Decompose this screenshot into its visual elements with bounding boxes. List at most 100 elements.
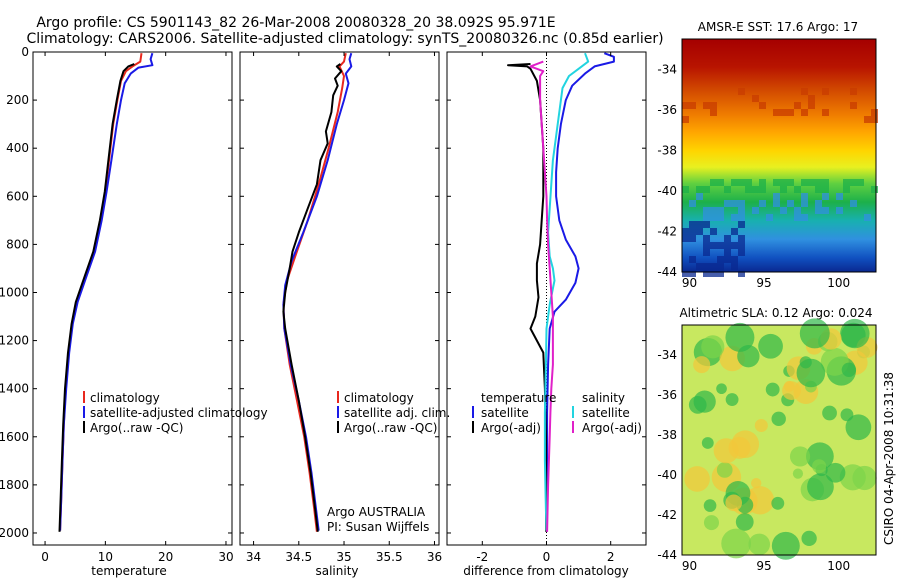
- sla-texture-blob: [792, 468, 804, 479]
- sst-texture-cell: [738, 214, 745, 221]
- sst-texture-cell: [815, 186, 822, 193]
- sst-texture-cell: [843, 186, 850, 193]
- temperature-legend: climatology satellite-adjusted climatolo…: [83, 391, 268, 435]
- salinity-series-layer: [282, 52, 353, 532]
- sst-texture-cell: [808, 102, 815, 109]
- sst-texture-cell: [710, 263, 717, 270]
- sst-texture-cell: [871, 109, 878, 116]
- salinity-line-satellite-adj-clim: [282, 52, 353, 531]
- sst-texture-cell: [822, 109, 829, 116]
- sst-texture-cell: [703, 242, 710, 249]
- sst-texture-cell: [682, 235, 689, 242]
- sla-texture-blob: [799, 356, 812, 369]
- legend-label-sal-argo: Argo(-adj): [582, 421, 642, 435]
- sla-texture-blob: [754, 419, 768, 433]
- sst-texture-cell: [801, 214, 808, 221]
- sst-texture-cell: [871, 116, 878, 123]
- sst-texture-cell: [843, 179, 850, 186]
- sst-texture-cell: [710, 207, 717, 214]
- sst-map-field: [682, 39, 876, 272]
- sst-texture-cell: [822, 186, 829, 193]
- sst-texture-cell: [836, 193, 843, 200]
- sla-texture-blob: [822, 405, 837, 421]
- sst-texture-cell: [787, 200, 794, 207]
- sst-texture-cell: [689, 235, 696, 242]
- sla-texture-blob: [716, 383, 727, 395]
- sla-texture-blob: [782, 381, 801, 401]
- legend-swatch-satellite-adjusted: [83, 406, 85, 418]
- sst-ytick-label: -44: [657, 265, 677, 279]
- temperature-xtick-label: 0: [41, 550, 49, 564]
- sst-texture-cell: [710, 102, 717, 109]
- legend-title-salinity: salinity: [582, 391, 625, 405]
- legend-swatch-sal-argo: [572, 421, 574, 433]
- sst-texture-cell: [801, 193, 808, 200]
- sst-texture-cell: [710, 270, 717, 277]
- sst-texture-cell: [738, 207, 745, 214]
- sst-map-texture: [682, 88, 878, 277]
- sla-map: [681, 318, 878, 560]
- sst-texture-cell: [801, 179, 808, 186]
- sst-texture-cell: [689, 221, 696, 228]
- sla-map-frame: [681, 324, 877, 556]
- sst-ytick-label: -42: [657, 224, 677, 238]
- sst-texture-cell: [717, 263, 724, 270]
- sst-map-frame: [681, 38, 877, 273]
- sst-texture-cell: [850, 102, 857, 109]
- sst-texture-cell: [731, 214, 738, 221]
- depth-tick-label: 200: [6, 93, 29, 107]
- sla-ytick-label: -38: [657, 428, 677, 442]
- sst-ytick-label: -38: [657, 143, 677, 157]
- difference-line-temperature-satellite: [545, 52, 615, 532]
- sst-texture-cell: [696, 228, 703, 235]
- sst-xtick-label: 90: [682, 276, 697, 290]
- sst-texture-cell: [815, 200, 822, 207]
- sla-texture-blob: [820, 347, 849, 376]
- legend-swatch-temp-argo: [472, 421, 474, 433]
- sst-texture-cell: [703, 221, 710, 228]
- temperature-axis-label: temperature: [91, 564, 166, 578]
- sst-texture-cell: [759, 200, 766, 207]
- sst-texture-cell: [682, 270, 689, 277]
- difference-xtick-label: -2: [476, 550, 488, 564]
- sst-texture-cell: [703, 235, 710, 242]
- sst-ytick-label: -34: [657, 62, 677, 76]
- sst-map: [681, 38, 878, 277]
- temperature-line-climatology: [59, 53, 143, 531]
- legend-label-argo: Argo(..raw -QC): [344, 421, 437, 435]
- sst-texture-cell: [794, 186, 801, 193]
- sla-texture-blob: [693, 390, 716, 413]
- salinity-plot-frame: [239, 51, 440, 546]
- sst-texture-cell: [717, 207, 724, 214]
- sst-texture-cell: [689, 228, 696, 235]
- temperature-xtick-label: 30: [218, 550, 233, 564]
- argo-attribution-line1: Argo AUSTRALIA: [327, 505, 426, 519]
- difference-axis-label: difference from climatology: [463, 564, 629, 578]
- sst-texture-cell: [759, 179, 766, 186]
- sst-texture-cell: [815, 207, 822, 214]
- temperature-xtick-label: 10: [98, 550, 113, 564]
- sst-texture-cell: [731, 200, 738, 207]
- sst-texture-cell: [752, 186, 759, 193]
- sst-texture-cell: [689, 102, 696, 109]
- sst-texture-cell: [871, 186, 878, 193]
- sla-texture-blob: [721, 528, 751, 559]
- sst-texture-cell: [850, 179, 857, 186]
- depth-tick-label: 400: [6, 141, 29, 155]
- sst-texture-cell: [724, 256, 731, 263]
- sst-texture-cell: [717, 214, 724, 221]
- legend-label-sal-satellite: satellite: [582, 406, 630, 420]
- sst-texture-cell: [773, 179, 780, 186]
- salinity-xtick-label: 34: [246, 550, 261, 564]
- sla-xtick-label: 100: [827, 559, 850, 573]
- sla-texture-blob: [703, 515, 720, 531]
- sla-texture-blob: [765, 382, 780, 397]
- legend-title-temperature: temperature: [481, 391, 556, 405]
- sst-texture-cell: [703, 186, 710, 193]
- sst-texture-cell: [773, 200, 780, 207]
- sst-texture-cell: [703, 207, 710, 214]
- sla-map-texture: [684, 318, 878, 560]
- sst-texture-cell: [738, 242, 745, 249]
- sst-texture-cell: [710, 214, 717, 221]
